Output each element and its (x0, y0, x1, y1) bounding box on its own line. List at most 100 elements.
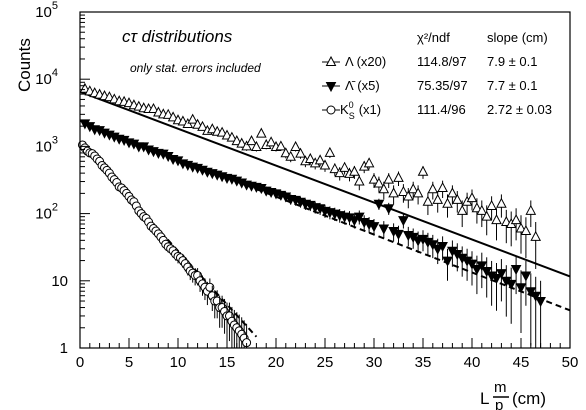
legend-slope-antilambda: 7.7 ± 0.1 (487, 78, 538, 93)
data-point (148, 102, 159, 114)
y-tick-label: 102 (35, 202, 58, 223)
data-point (285, 150, 297, 161)
data-point (319, 159, 331, 170)
legend-marker (325, 55, 337, 66)
data-point (339, 161, 350, 172)
data-point (373, 177, 385, 188)
data-point (437, 181, 448, 193)
data-point (167, 111, 179, 122)
data-point (280, 147, 292, 158)
y-tick-label: 1 (60, 340, 68, 357)
data-point (363, 157, 375, 168)
data-point (255, 127, 267, 138)
data-point (275, 140, 287, 151)
data-point (197, 120, 208, 131)
data-point (510, 264, 522, 276)
data-point (491, 274, 502, 285)
data-point (432, 244, 444, 255)
data-point (442, 197, 453, 208)
data-point (388, 187, 399, 198)
legend-label-antilambda: Λ̄ (x5) (345, 78, 380, 93)
data-point (187, 113, 199, 124)
kshort-sub: S (349, 111, 355, 121)
data-point (314, 154, 326, 165)
x-axis-label: L m p (cm) (480, 379, 546, 410)
fit-line-series-0 (79, 90, 571, 278)
data-point (520, 224, 532, 236)
data-point (349, 165, 360, 176)
x-tick-label: 25 (317, 354, 334, 371)
y-tick-exponent: 4 (52, 67, 58, 79)
data-point (535, 297, 546, 308)
data-point (417, 165, 429, 176)
y-tick-label: 10 (51, 273, 68, 290)
data-point (334, 167, 346, 178)
data-point (407, 183, 419, 194)
data-point (525, 204, 537, 215)
data-point (353, 175, 365, 186)
legend-slope-kshort: 2.72 ± 0.03 (487, 102, 552, 117)
x-axis-label-numerator: m (494, 379, 507, 396)
data-point (231, 135, 243, 146)
data-point (378, 224, 390, 235)
data-point (427, 183, 439, 194)
y-tick-exponent: 3 (52, 134, 58, 146)
kshort-base: K (340, 102, 349, 117)
x-tick-label: 35 (415, 354, 432, 371)
data-point (329, 162, 341, 174)
data-point (530, 230, 542, 241)
data-point (324, 146, 336, 157)
x-tick-label: 5 (125, 354, 133, 371)
data-point (162, 108, 174, 119)
data-point (383, 204, 395, 215)
y-tick-base: 10 (35, 138, 52, 155)
data-point (398, 185, 409, 196)
data-point (295, 147, 306, 158)
legend-entry-antilambda: Λ̄ (x5) 75.35/97 7.7 ± 0.1 (345, 78, 538, 93)
y-tick-exponent: 5 (52, 0, 58, 12)
legend-chi2-kshort: 111.4/96 (417, 102, 466, 117)
chart-marks (77, 82, 571, 348)
data-point (251, 140, 262, 151)
data-point (471, 202, 483, 213)
data-point (353, 212, 365, 223)
y-tick-base: 10 (35, 206, 52, 223)
y-axis-label: Counts (15, 38, 34, 92)
data-point (466, 192, 478, 203)
legend-marker (326, 105, 336, 115)
legend-label-kshort: K0 S (x1) (340, 100, 381, 121)
legend-entry-kshort: K0 S (x1) 111.4/96 2.72 ± 0.03 (340, 100, 552, 121)
x-tick-label: 50 (562, 354, 579, 371)
data-point (456, 204, 468, 215)
chart-title: cτ distributions (122, 27, 233, 46)
kshort-suffix: (x1) (359, 102, 381, 117)
data-point (304, 152, 316, 163)
legend-label-lambda: Λ (x20) (345, 54, 386, 69)
data-point (393, 171, 404, 182)
data-point (368, 222, 380, 233)
x-axis-label-prefix: L (480, 389, 489, 408)
x-tick-label: 40 (464, 354, 481, 371)
data-point (216, 126, 228, 137)
data-point (520, 271, 532, 282)
data-point (515, 222, 527, 233)
data-point (451, 193, 463, 204)
data-point (236, 137, 248, 148)
data-point (290, 140, 301, 151)
chart-subtitle: only stat. errors included (130, 61, 261, 75)
data-point (378, 183, 390, 194)
legend-slope-lambda: 7.9 ± 0.1 (487, 54, 538, 69)
x-axis-label-unit: (cm) (512, 389, 546, 408)
data-point (422, 195, 434, 206)
data-point (437, 241, 448, 253)
data-point (349, 216, 360, 227)
y-tick-label: 104 (35, 67, 58, 88)
data-point (226, 131, 238, 142)
kshort-sup: 0 (349, 100, 354, 110)
data-point (383, 173, 395, 184)
y-tick-exponent: 2 (52, 202, 58, 214)
x-tick-label: 45 (513, 354, 530, 371)
data-point (241, 140, 252, 151)
